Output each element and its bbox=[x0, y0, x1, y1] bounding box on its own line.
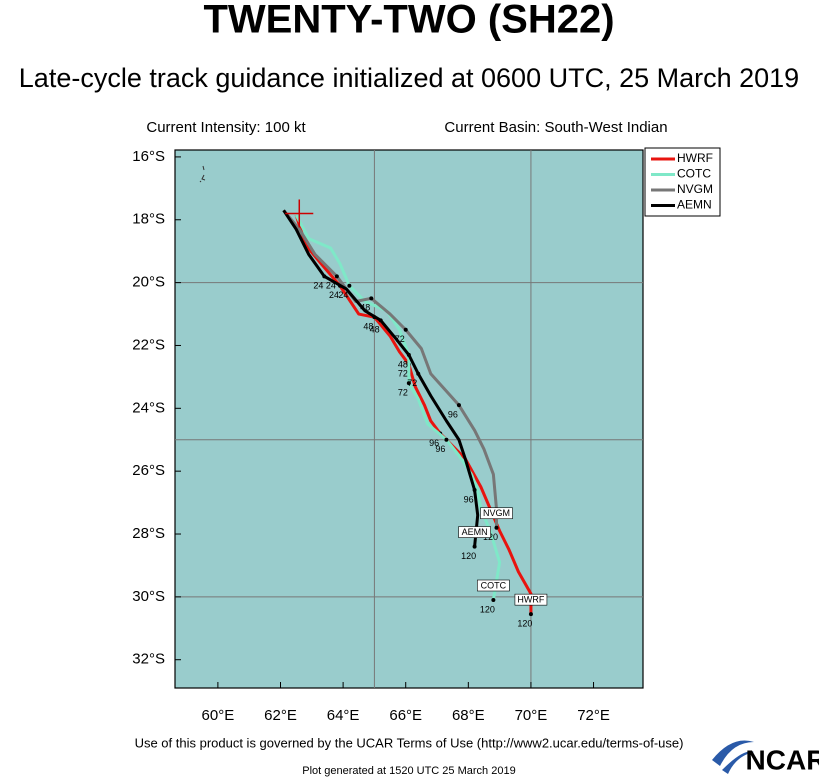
track-point bbox=[406, 381, 411, 386]
track-point bbox=[444, 437, 449, 442]
x-tick-label: 70°E bbox=[515, 707, 548, 724]
legend-label: HWRF bbox=[677, 151, 713, 165]
track-point bbox=[416, 371, 421, 376]
y-tick-label: 26°S bbox=[132, 462, 165, 479]
track-point bbox=[472, 488, 477, 493]
x-tick-label: 60°E bbox=[202, 707, 235, 724]
forecast-hour-label: 48 bbox=[360, 303, 370, 313]
generated-note: Plot generated at 1520 UTC 25 March 2019 bbox=[302, 765, 515, 777]
track-end-box bbox=[480, 507, 513, 520]
y-tick-label: 18°S bbox=[132, 211, 165, 228]
chart-title: TWENTY-TWO (SH22) bbox=[203, 0, 614, 42]
y-tick-label: 16°S bbox=[132, 148, 165, 165]
logo-mark bbox=[712, 740, 754, 774]
forecast-hour-label: 48 bbox=[363, 322, 373, 332]
x-tick-label: 68°E bbox=[452, 707, 485, 724]
track-line bbox=[294, 214, 502, 601]
legend-label: AEMN bbox=[677, 198, 712, 212]
forecast-hour-label: 96 bbox=[429, 438, 439, 448]
y-tick-label: 22°S bbox=[132, 336, 165, 353]
plot-area bbox=[174, 149, 644, 689]
track-point bbox=[456, 403, 461, 408]
intensity-note: Current Intensity: 100 kt bbox=[146, 119, 306, 136]
y-tick-label: 28°S bbox=[132, 525, 165, 542]
track-end-label: HWRF bbox=[517, 595, 544, 605]
track-point bbox=[403, 327, 408, 332]
basin-note: Current Basin: South-West Indian bbox=[444, 119, 667, 136]
track-point bbox=[369, 296, 374, 301]
track-end-box bbox=[514, 593, 548, 606]
track-end-tag: HWRF bbox=[514, 593, 548, 606]
chart-subtitle: Late-cycle track guidance initialized at… bbox=[19, 63, 799, 93]
track-line bbox=[282, 209, 498, 528]
x-tick-label: 72°E bbox=[577, 707, 610, 724]
forecast-hour-label: 48 bbox=[398, 359, 408, 369]
track-end-label: NVGM bbox=[483, 508, 510, 518]
forecast-hour-label: 96 bbox=[435, 444, 445, 454]
forecast-hour-label: 120 bbox=[517, 619, 532, 629]
legend-label: NVGM bbox=[677, 182, 713, 196]
forecast-hour-label: 96 bbox=[464, 494, 474, 504]
y-tick-label: 30°S bbox=[132, 588, 165, 605]
track-line bbox=[282, 209, 480, 547]
x-tick-label: 66°E bbox=[389, 707, 422, 724]
y-tick-label: 20°S bbox=[132, 274, 165, 291]
y-tick-label: 24°S bbox=[132, 399, 165, 416]
track-end-label: COTC bbox=[481, 580, 507, 590]
forecast-hour-label: 120 bbox=[461, 551, 476, 561]
forecast-hour-label: 72 bbox=[407, 378, 417, 388]
logo: NCAR bbox=[712, 740, 819, 775]
track-point bbox=[334, 274, 339, 279]
current-position bbox=[285, 199, 314, 228]
forecast-hour-label: 48 bbox=[370, 325, 380, 335]
track-point bbox=[472, 544, 477, 549]
track-end-tag: AEMN bbox=[458, 526, 491, 538]
x-tick-label: 64°E bbox=[327, 707, 360, 724]
track-end-label: AEMN bbox=[462, 527, 488, 537]
track-point bbox=[528, 612, 533, 617]
forecast-hour-label: 24 bbox=[329, 290, 339, 300]
track-end-box bbox=[477, 579, 510, 592]
track-line bbox=[294, 214, 533, 615]
x-tick-label: 62°E bbox=[264, 707, 297, 724]
track-end-box bbox=[458, 526, 491, 538]
forecast-hour-label: 24 bbox=[313, 281, 323, 291]
forecast-hour-label: 120 bbox=[480, 604, 495, 614]
track-end-tag: COTC bbox=[477, 579, 510, 592]
track-point bbox=[347, 283, 352, 288]
forecast-hour-label: 72 bbox=[395, 334, 405, 344]
forecast-hour-label: 72 bbox=[398, 369, 408, 379]
legend-label: COTC bbox=[677, 167, 711, 181]
logo-text: NCAR bbox=[746, 744, 819, 775]
island bbox=[199, 165, 206, 183]
y-tick-label: 32°S bbox=[132, 651, 165, 668]
forecast-hour-label: 24 bbox=[338, 290, 348, 300]
forecast-hour-label: 24 bbox=[326, 281, 336, 291]
plot-layer: 60°E 62°E 64°E 66°E 68°E 70°E 72°E 16°S 18°S 20°S… bbox=[132, 148, 643, 724]
track-point bbox=[378, 318, 383, 323]
forecast-hour-label: 72 bbox=[398, 388, 408, 398]
track-point bbox=[322, 274, 327, 279]
track-point bbox=[491, 598, 496, 603]
footer: Use of this product is governed by the U… bbox=[135, 735, 684, 750]
track-end-tag: NVGM bbox=[480, 507, 513, 520]
track-point bbox=[494, 525, 499, 530]
forecast-hour-label: 96 bbox=[448, 410, 458, 420]
